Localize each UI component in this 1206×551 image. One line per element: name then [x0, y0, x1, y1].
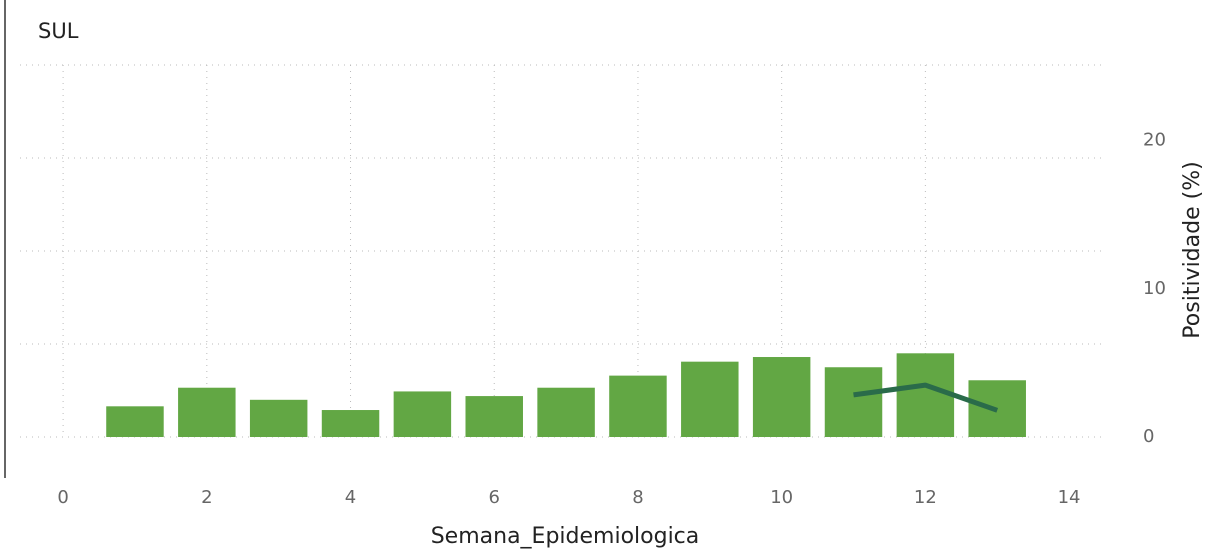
y2-tick-label: 0 [1143, 426, 1154, 447]
line [853, 382, 999, 413]
bar [393, 391, 452, 437]
y2-tick-label: 20 [1143, 130, 1166, 151]
x-tick-label: 10 [770, 487, 793, 508]
y2-tick-label: 10 [1143, 278, 1166, 299]
y2-axis-label: Positividade (%) [1180, 161, 1205, 338]
x-tick-label: 2 [201, 487, 212, 508]
bar [609, 375, 667, 437]
bar [178, 387, 236, 437]
bar [537, 387, 595, 437]
bar [321, 410, 380, 437]
x-tick-label: 8 [632, 487, 643, 508]
bar [824, 367, 883, 437]
bar [106, 406, 164, 437]
chart-title: SUL [38, 19, 79, 43]
x-tick-label: 12 [914, 487, 937, 508]
x-tick-label: 6 [489, 487, 500, 508]
bar [752, 357, 811, 437]
bar [681, 361, 739, 437]
bar [896, 353, 955, 437]
x-tick-label: 4 [345, 487, 356, 508]
x-axis-label: Semana_Epidemiologica [431, 524, 700, 549]
x-tick-label: 0 [57, 487, 68, 508]
bar [465, 396, 523, 437]
bar [249, 399, 308, 437]
x-tick-label: 14 [1058, 487, 1081, 508]
